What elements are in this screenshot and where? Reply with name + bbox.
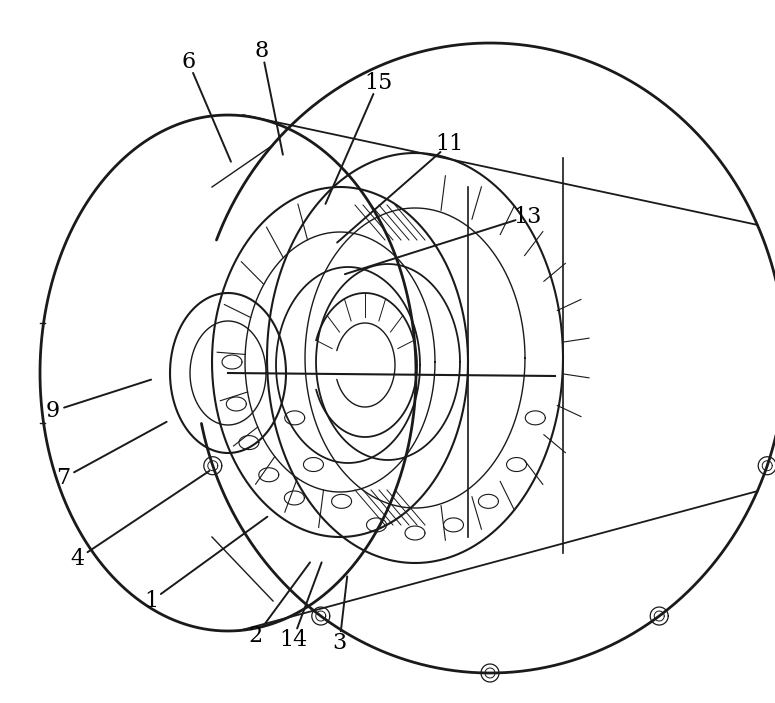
Text: 7: 7 — [57, 467, 71, 489]
Text: 4: 4 — [71, 548, 84, 570]
Text: 9: 9 — [46, 400, 60, 423]
Text: 13: 13 — [513, 205, 541, 228]
Text: 2: 2 — [249, 625, 263, 647]
Text: 15: 15 — [364, 72, 392, 94]
Text: 1: 1 — [144, 590, 158, 612]
Text: 14: 14 — [279, 628, 307, 651]
Text: 3: 3 — [332, 632, 346, 654]
Text: 11: 11 — [436, 133, 463, 155]
Text: 8: 8 — [255, 39, 269, 62]
Text: 6: 6 — [181, 51, 195, 73]
